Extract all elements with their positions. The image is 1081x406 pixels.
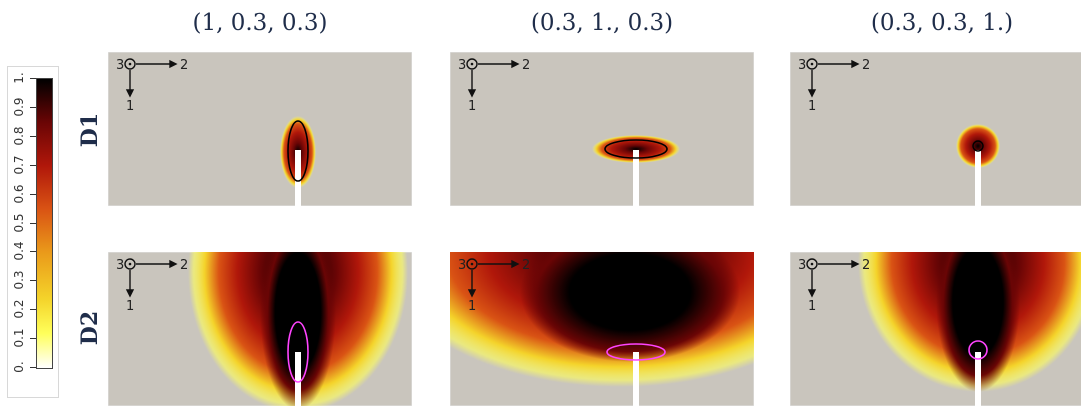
anisotropy-ellipse [968, 340, 988, 360]
axis-1-arrow [807, 270, 817, 298]
axis-3-label: 3 [798, 258, 806, 273]
axis-2-label: 2 [862, 258, 870, 273]
axis-1-label: 1 [126, 99, 134, 114]
column-title-2: (0.3, 1., 0.3) [530, 10, 674, 36]
damage-field [260, 252, 336, 406]
axis-1-arrow [807, 70, 817, 98]
panel-d2-col2: 3 2 1 [450, 252, 754, 406]
axis-2-arrow [136, 59, 178, 69]
panel-d1-col1: 3 2 1 [108, 52, 412, 206]
notch [975, 352, 981, 406]
row-label-d2: D2 [77, 310, 103, 346]
colorbar-tick [30, 106, 36, 108]
panel-d2-col1: 3 2 1 [108, 252, 412, 406]
axis-1-label: 1 [468, 299, 476, 314]
axis-1-label: 1 [468, 99, 476, 114]
axes-indicator: 3 2 1 [798, 58, 870, 114]
colorbar-tick [30, 164, 36, 166]
colorbar-tick-label: 1. [12, 72, 26, 84]
axis-1-arrow [125, 270, 135, 298]
anisotropy-ellipse [287, 321, 309, 383]
colorbar-tick [30, 78, 36, 79]
row-label-d1: D1 [77, 112, 103, 148]
notch [633, 150, 639, 206]
axis-3-dot [470, 62, 474, 66]
axis-3-symbol [806, 258, 818, 270]
simulation-plot: 3 2 1 [450, 52, 754, 206]
colorbar-gradient [36, 78, 53, 369]
axis-1-label: 1 [808, 99, 816, 114]
colorbar-tick [30, 280, 36, 282]
axis-2-label: 2 [522, 258, 530, 273]
axis-3-label: 3 [116, 58, 124, 73]
axis-3-label: 3 [116, 258, 124, 273]
axis-1-arrow [467, 270, 477, 298]
panel-d1-col2: 3 2 1 [450, 52, 754, 206]
colorbar-tick [30, 367, 36, 368]
axis-2-label: 2 [180, 258, 188, 273]
simulation-plot: 3 2 1 [108, 252, 412, 406]
axis-1-label: 1 [126, 299, 134, 314]
notch [633, 352, 639, 406]
colorbar-tick [30, 251, 36, 253]
axis-3-symbol [466, 258, 478, 270]
plot-background [790, 52, 1081, 206]
axis-3-symbol [466, 58, 478, 70]
damage-field [956, 124, 1000, 168]
axis-3-dot [810, 62, 814, 66]
colorbar-tick [30, 222, 36, 224]
column-title-1: (1, 0.3, 0.3) [192, 10, 328, 36]
axis-2-label: 2 [862, 58, 870, 73]
axis-3-label: 3 [458, 58, 466, 73]
panel-d2-col3: 3 2 1 [790, 252, 1081, 406]
axis-2-arrow [818, 59, 860, 69]
simulation-plot: 3 2 1 [450, 252, 754, 406]
simulation-plot: 3 2 1 [790, 252, 1081, 406]
axis-2-label: 2 [522, 58, 530, 73]
axis-3-dot [470, 262, 474, 266]
simulation-plot: 3 2 1 [108, 52, 412, 206]
axis-3-dot [128, 262, 132, 266]
axis-3-dot [128, 62, 132, 66]
axis-3-label: 3 [458, 258, 466, 273]
plot-background [108, 52, 412, 206]
axis-2-arrow [478, 259, 520, 269]
axis-2-arrow [818, 259, 860, 269]
axes-indicator: 3 2 1 [458, 58, 530, 114]
simulation-plot: 3 2 1 [790, 52, 1081, 206]
colorbar-tick [30, 338, 36, 340]
axes-indicator: 3 2 1 [116, 58, 188, 114]
notch [295, 150, 301, 206]
axis-1-arrow [125, 70, 135, 98]
colorbar-tick [30, 309, 36, 311]
axis-3-symbol [806, 58, 818, 70]
column-title-3: (0.3, 0.3, 1.) [870, 10, 1014, 36]
anisotropy-ellipse [604, 139, 668, 159]
axes-indicator: 3 2 1 [798, 258, 870, 314]
anisotropy-ellipse [606, 343, 666, 361]
colorbar-tick [30, 135, 36, 137]
axis-3-dot [810, 262, 814, 266]
colorbar-tick [30, 193, 36, 195]
anisotropy-ellipse [287, 120, 309, 182]
panel-d1-col3: 3 2 1 [790, 52, 1081, 206]
damage-field [520, 252, 740, 362]
axis-2-arrow [136, 259, 178, 269]
plot-background [450, 52, 754, 206]
axis-1-label: 1 [808, 299, 816, 314]
axis-2-label: 2 [180, 58, 188, 73]
notch [295, 352, 301, 406]
axis-1-arrow [467, 70, 477, 98]
axes-indicator: 3 2 1 [458, 258, 530, 314]
notch [975, 150, 981, 206]
axis-2-arrow [478, 59, 520, 69]
axes-indicator: 3 2 1 [116, 258, 188, 314]
axis-3-symbol [124, 258, 136, 270]
damage-field [936, 252, 1020, 392]
anisotropy-ellipse [972, 140, 984, 152]
axis-3-symbol [124, 58, 136, 70]
axis-3-label: 3 [798, 58, 806, 73]
